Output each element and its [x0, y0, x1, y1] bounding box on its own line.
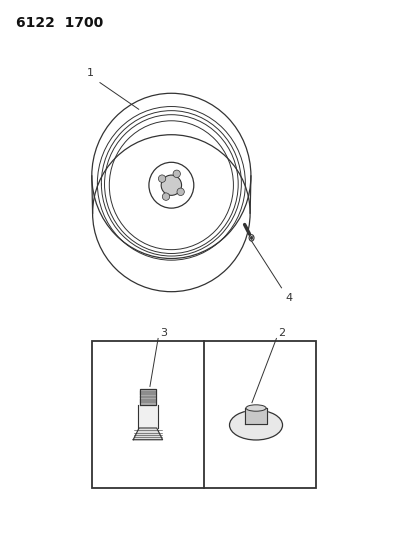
- Ellipse shape: [229, 410, 282, 440]
- Text: 4: 4: [286, 293, 293, 303]
- Ellipse shape: [246, 405, 266, 411]
- Polygon shape: [244, 408, 267, 424]
- Polygon shape: [140, 389, 156, 405]
- Text: 6122  1700: 6122 1700: [16, 16, 104, 30]
- Polygon shape: [133, 428, 162, 440]
- Circle shape: [251, 236, 253, 239]
- Ellipse shape: [173, 170, 180, 177]
- Text: 2: 2: [278, 328, 286, 338]
- Text: 1: 1: [87, 68, 94, 78]
- Text: 3: 3: [160, 328, 167, 338]
- Bar: [92, 341, 316, 488]
- Ellipse shape: [161, 175, 182, 196]
- Circle shape: [249, 235, 254, 241]
- Ellipse shape: [158, 175, 166, 182]
- Ellipse shape: [177, 188, 184, 196]
- Ellipse shape: [162, 193, 170, 200]
- Polygon shape: [138, 405, 157, 428]
